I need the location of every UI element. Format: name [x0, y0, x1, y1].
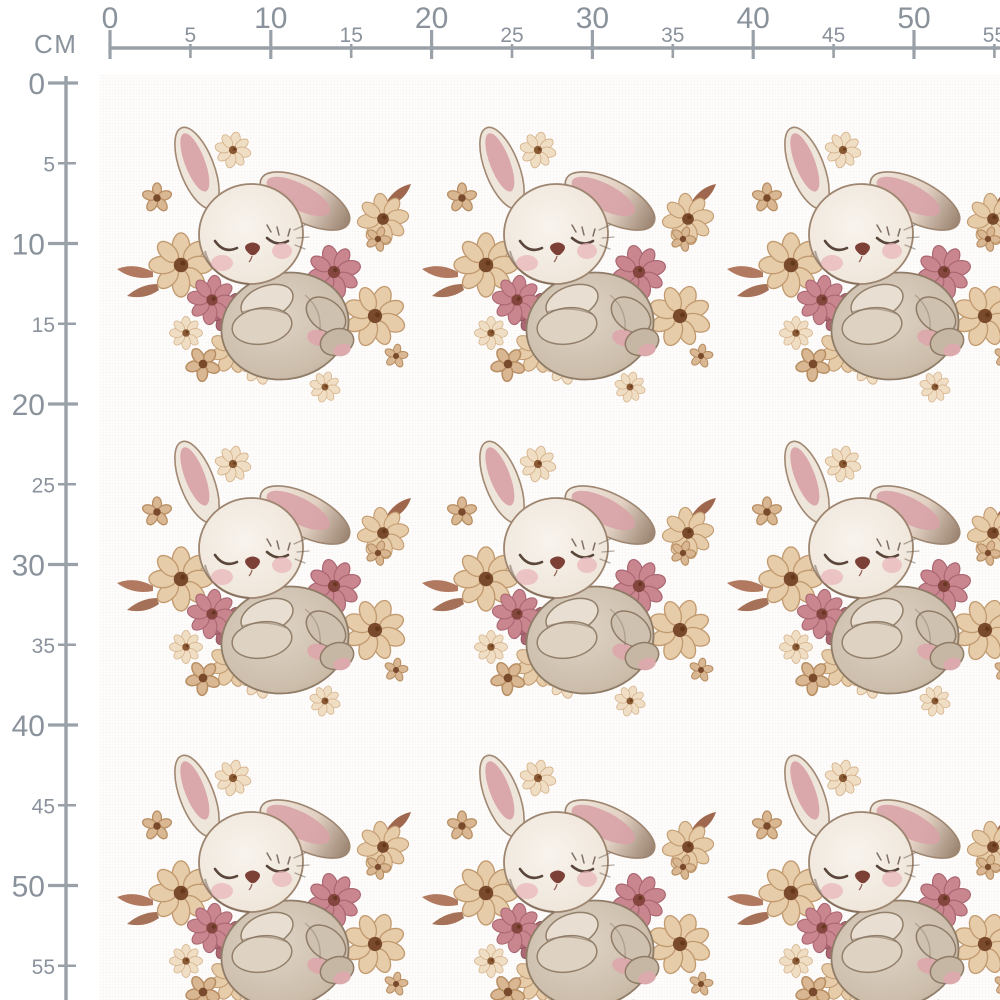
pattern-tile-r1c2	[422, 122, 721, 406]
v-ruler-label-40: 40	[12, 710, 45, 743]
h-ruler-label-20: 20	[415, 2, 448, 35]
v-ruler-label-15: 15	[32, 314, 55, 337]
pattern-tile-r3c1	[117, 750, 416, 1000]
pattern-tile-r1c1	[117, 122, 416, 406]
bunny-floral-pattern	[100, 75, 1000, 1000]
h-ruler-label-45: 45	[822, 24, 845, 47]
v-ruler-label-30: 30	[12, 550, 45, 583]
fabric-pattern-area	[100, 75, 1000, 1000]
pattern-tile-r1c3	[727, 122, 1000, 406]
pattern-tile-r3c2	[422, 750, 721, 1000]
pattern-tile-r2c1	[117, 436, 416, 720]
h-ruler-label-5: 5	[185, 24, 197, 47]
h-ruler-label-35: 35	[661, 24, 684, 47]
v-ruler-label-35: 35	[32, 635, 55, 658]
v-ruler-label-0: 0	[28, 68, 45, 101]
v-ruler-label-25: 25	[32, 474, 55, 497]
h-ruler-label-10: 10	[254, 2, 287, 35]
h-ruler-label-0: 0	[102, 2, 119, 35]
pattern-tile-r2c3	[727, 436, 1000, 720]
pattern-tile-r2c2	[422, 436, 721, 720]
h-ruler-label-25: 25	[500, 24, 523, 47]
pattern-tile-r3c3	[727, 750, 1000, 1000]
h-ruler-label-50: 50	[897, 2, 930, 35]
v-ruler-label-20: 20	[12, 389, 45, 422]
v-ruler-label-55: 55	[32, 956, 55, 979]
v-ruler-label-50: 50	[12, 871, 45, 904]
v-ruler-label-10: 10	[12, 229, 45, 262]
v-ruler-label-5: 5	[43, 153, 55, 176]
ruler-unit-label: CM	[34, 29, 77, 59]
v-ruler-label-45: 45	[32, 795, 55, 818]
h-ruler-label-55: 55	[983, 24, 1000, 47]
h-ruler-label-15: 15	[340, 24, 363, 47]
h-ruler-label-30: 30	[576, 2, 609, 35]
h-ruler-label-40: 40	[737, 2, 770, 35]
